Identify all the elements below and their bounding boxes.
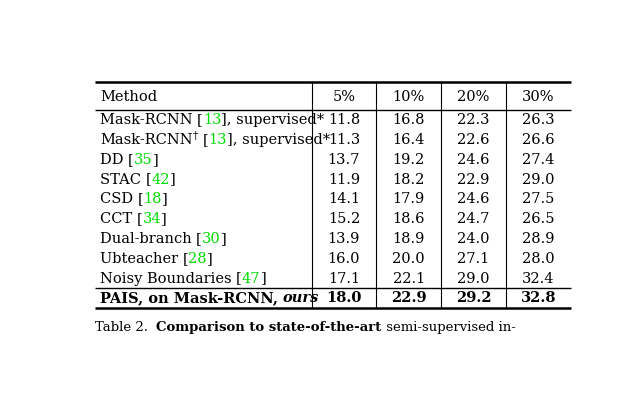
Text: 32.4: 32.4 (522, 271, 555, 286)
Text: 20%: 20% (457, 90, 490, 104)
Text: ]: ] (260, 271, 266, 286)
Text: 11.8: 11.8 (328, 113, 360, 127)
Text: ], supervised*: ], supervised* (227, 133, 330, 147)
Text: 18.9: 18.9 (392, 232, 425, 246)
Text: 20.0: 20.0 (392, 252, 425, 266)
Text: 30: 30 (202, 232, 221, 246)
Text: 14.1: 14.1 (328, 192, 360, 206)
Text: Dual-branch: Dual-branch (100, 232, 196, 246)
Text: 17.1: 17.1 (328, 271, 360, 286)
Text: 22.9: 22.9 (457, 173, 490, 187)
Text: 28.9: 28.9 (522, 232, 555, 246)
Text: Ubteacher: Ubteacher (100, 252, 182, 266)
Text: CSD: CSD (100, 192, 138, 206)
Text: [: [ (236, 271, 242, 286)
Text: DD: DD (100, 153, 128, 167)
Text: semi-supervised in-: semi-supervised in- (381, 322, 515, 335)
Text: 42: 42 (151, 173, 170, 187)
Text: 22.9: 22.9 (391, 291, 426, 305)
Text: PAIS, on Mask-RCNN,: PAIS, on Mask-RCNN, (100, 291, 283, 305)
Text: [: [ (197, 113, 203, 127)
Text: 24.7: 24.7 (457, 212, 490, 226)
Text: ]: ] (161, 212, 167, 226)
Text: 19.2: 19.2 (392, 153, 425, 167)
Text: 16.0: 16.0 (328, 252, 360, 266)
Text: ], supervised*: ], supervised* (221, 113, 324, 127)
Text: 18: 18 (143, 192, 162, 206)
Text: 11.3: 11.3 (328, 133, 360, 147)
Text: [: [ (203, 133, 209, 147)
Text: ]: ] (170, 173, 175, 187)
Text: Mask-RCNN: Mask-RCNN (100, 113, 197, 127)
Text: 5%: 5% (332, 90, 355, 104)
Text: 24.6: 24.6 (457, 192, 490, 206)
Text: 29.0: 29.0 (457, 271, 490, 286)
Text: 26.6: 26.6 (522, 133, 555, 147)
Text: ]: ] (207, 252, 212, 266)
Text: ]: ] (162, 192, 168, 206)
Text: 27.1: 27.1 (458, 252, 490, 266)
Text: [: [ (182, 252, 188, 266)
Text: 26.3: 26.3 (522, 113, 555, 127)
Text: STAC: STAC (100, 173, 145, 187)
Text: [: [ (137, 212, 143, 226)
Text: 16.4: 16.4 (392, 133, 425, 147)
Text: 24.0: 24.0 (457, 232, 490, 246)
Text: 13: 13 (209, 133, 227, 147)
Text: 15.2: 15.2 (328, 212, 360, 226)
Text: [: [ (145, 173, 151, 187)
Text: 18.2: 18.2 (392, 173, 425, 187)
Text: 34: 34 (143, 212, 161, 226)
Text: 13: 13 (203, 113, 221, 127)
Text: 30%: 30% (522, 90, 555, 104)
Text: 13.9: 13.9 (328, 232, 360, 246)
Text: 28.0: 28.0 (522, 252, 555, 266)
Text: 28: 28 (188, 252, 207, 266)
Text: ]: ] (221, 232, 227, 246)
Text: 22.3: 22.3 (457, 113, 490, 127)
Text: 22.6: 22.6 (457, 133, 490, 147)
Text: Noisy Boundaries: Noisy Boundaries (100, 271, 236, 286)
Text: [: [ (128, 153, 134, 167)
Text: 22.1: 22.1 (392, 271, 425, 286)
Text: CCT: CCT (100, 212, 137, 226)
Text: [: [ (138, 192, 143, 206)
Text: 27.4: 27.4 (522, 153, 555, 167)
Text: 17.9: 17.9 (392, 192, 425, 206)
Text: 13.7: 13.7 (328, 153, 360, 167)
Text: Table 2.: Table 2. (95, 322, 156, 335)
Text: 29.2: 29.2 (456, 291, 492, 305)
Text: 16.8: 16.8 (392, 113, 425, 127)
Text: 29.0: 29.0 (522, 173, 555, 187)
Text: Comparison to state-of-the-art: Comparison to state-of-the-art (156, 322, 381, 335)
Text: 24.6: 24.6 (457, 153, 490, 167)
Text: 11.9: 11.9 (328, 173, 360, 187)
Text: 47: 47 (242, 271, 260, 286)
Text: 26.5: 26.5 (522, 212, 555, 226)
Text: Method: Method (100, 90, 157, 104)
Text: 10%: 10% (392, 90, 425, 104)
Text: 18.0: 18.0 (326, 291, 362, 305)
Text: †: † (193, 132, 198, 141)
Text: 27.5: 27.5 (522, 192, 555, 206)
Text: 18.6: 18.6 (392, 212, 425, 226)
Text: ]: ] (152, 153, 158, 167)
Text: [: [ (196, 232, 202, 246)
Text: Mask-RCNN: Mask-RCNN (100, 133, 193, 147)
Text: 35: 35 (134, 153, 152, 167)
Text: ours: ours (283, 291, 319, 305)
Text: 32.8: 32.8 (521, 291, 556, 305)
